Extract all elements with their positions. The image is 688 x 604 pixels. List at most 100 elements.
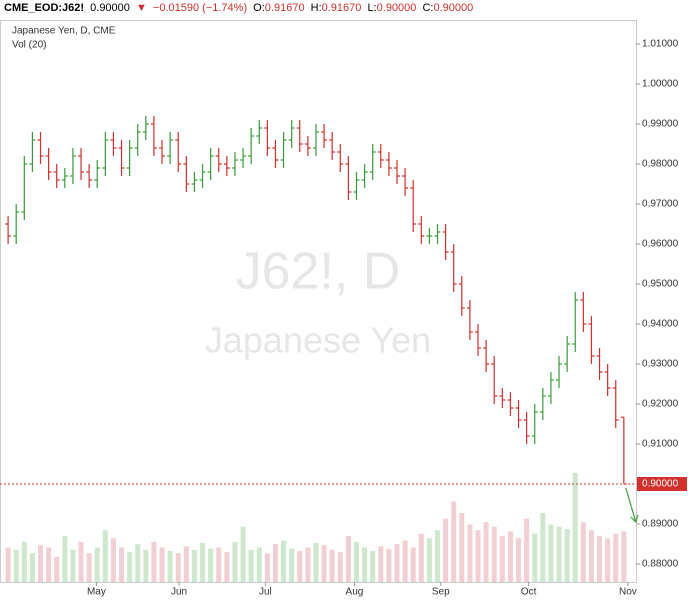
volume-bar	[305, 547, 311, 582]
ohlc-bar	[61, 168, 68, 188]
ohlc-bar	[248, 128, 255, 164]
ohlc-bar	[531, 404, 538, 444]
volume-bar	[167, 550, 173, 582]
volume-bar	[540, 513, 546, 582]
ohlc-bar	[507, 392, 514, 416]
ohlc-bar	[499, 388, 506, 408]
ohlc-bar	[102, 132, 109, 176]
volume-bar	[86, 553, 92, 582]
ohlc-bar	[539, 388, 546, 420]
ohlc-bar	[272, 140, 279, 168]
volume-bar	[224, 552, 230, 582]
ohlc-bar	[142, 116, 149, 140]
ohlc-bar	[612, 380, 619, 428]
ohlc-bar	[377, 144, 384, 168]
ohlc-bar	[231, 152, 238, 176]
volume-bar	[78, 541, 84, 582]
volume-bar	[588, 530, 594, 582]
ohlc-bar	[86, 164, 93, 188]
ohlc-bar	[418, 216, 425, 244]
change: −0.01590 (−1.74%)	[152, 2, 248, 14]
ohlc-bar	[78, 148, 85, 180]
volume-bar	[38, 545, 44, 582]
volume-bar	[321, 545, 327, 582]
volume-bar	[475, 530, 481, 582]
volume-bar	[483, 522, 489, 582]
ohlc-bar	[458, 276, 465, 316]
volume-legend: Vol (20)	[12, 40, 46, 51]
ohlc-bar	[118, 140, 125, 176]
y-tick-label: 0.95000	[642, 279, 679, 290]
volume-bar	[548, 524, 554, 582]
ohlc-bar	[159, 140, 166, 164]
volume-bar	[5, 547, 11, 582]
ohlc-bar	[167, 132, 174, 164]
ohlc-bar	[361, 164, 368, 188]
trend-arrow	[625, 487, 639, 524]
ohlc-bar	[329, 132, 336, 160]
volume-bar	[54, 556, 60, 582]
x-tick-label: Jun	[171, 587, 187, 598]
x-tick-label: Jul	[259, 587, 272, 598]
volume-bar	[143, 549, 149, 582]
volume-bar	[135, 544, 141, 582]
arrow: ▼	[135, 2, 147, 14]
volume-bar	[378, 546, 384, 582]
ohlc-bar	[337, 144, 344, 172]
volume-bar	[127, 552, 133, 582]
ohlc-bar	[69, 148, 76, 184]
y-tick-label: 0.91000	[642, 439, 679, 450]
ohlc-bar	[240, 148, 247, 168]
ohlc-bar	[134, 124, 141, 156]
volume-bar	[46, 547, 52, 582]
volume-bar	[191, 549, 197, 582]
o-label: O:	[253, 2, 265, 14]
volume-bar	[386, 548, 392, 582]
c: 0.90000	[433, 2, 474, 14]
ohlc-bar	[207, 148, 214, 180]
ohlc-bar	[466, 300, 473, 340]
ohlc-bar	[483, 340, 490, 372]
ohlc-bar	[426, 228, 433, 244]
volume-bar	[394, 544, 400, 582]
x-tick-label: Sep	[432, 587, 450, 598]
volume-bar	[353, 541, 359, 582]
ohlc-bar	[442, 224, 449, 260]
volume-bar	[102, 530, 108, 582]
volume-bar	[264, 553, 270, 582]
y-tick-label: 0.98000	[642, 159, 679, 170]
ohlc-bar	[369, 144, 376, 180]
y-tick-label: 0.94000	[642, 319, 679, 330]
volume-bar	[426, 538, 432, 582]
ohlc-bar	[547, 372, 554, 404]
volume-bar	[29, 553, 35, 582]
ohlc-bar	[393, 160, 400, 184]
ohlc-bar	[37, 132, 44, 164]
x-tick-label: May	[87, 587, 106, 598]
volume-bar	[289, 548, 295, 582]
last-price-label: 0.90000	[642, 479, 679, 490]
y-tick-label: 0.92000	[642, 399, 679, 410]
y-tick-label: 0.97000	[642, 199, 679, 210]
ohlc-bar	[150, 116, 157, 156]
last: 0.90000	[90, 2, 130, 14]
ohlc-bar	[53, 164, 60, 188]
ohlc-bar	[450, 244, 457, 292]
ohlc-bar	[564, 336, 571, 372]
ohlc-bar	[434, 224, 441, 244]
ohlc-bar	[256, 120, 263, 144]
volume-bar	[200, 542, 206, 582]
ohlc-bar	[45, 148, 52, 180]
ohlc-bar	[175, 132, 182, 172]
volume-bar	[516, 538, 522, 582]
volume-bar	[362, 547, 368, 582]
watermark: J62!, D	[236, 243, 401, 301]
ohlc-bar	[183, 156, 190, 192]
legend: Japanese Yen, D, CME	[12, 26, 116, 37]
volume-bar	[572, 472, 578, 582]
volume-bar	[248, 549, 254, 582]
y-tick-label: 0.88000	[642, 559, 679, 570]
volume-bar	[297, 550, 303, 582]
